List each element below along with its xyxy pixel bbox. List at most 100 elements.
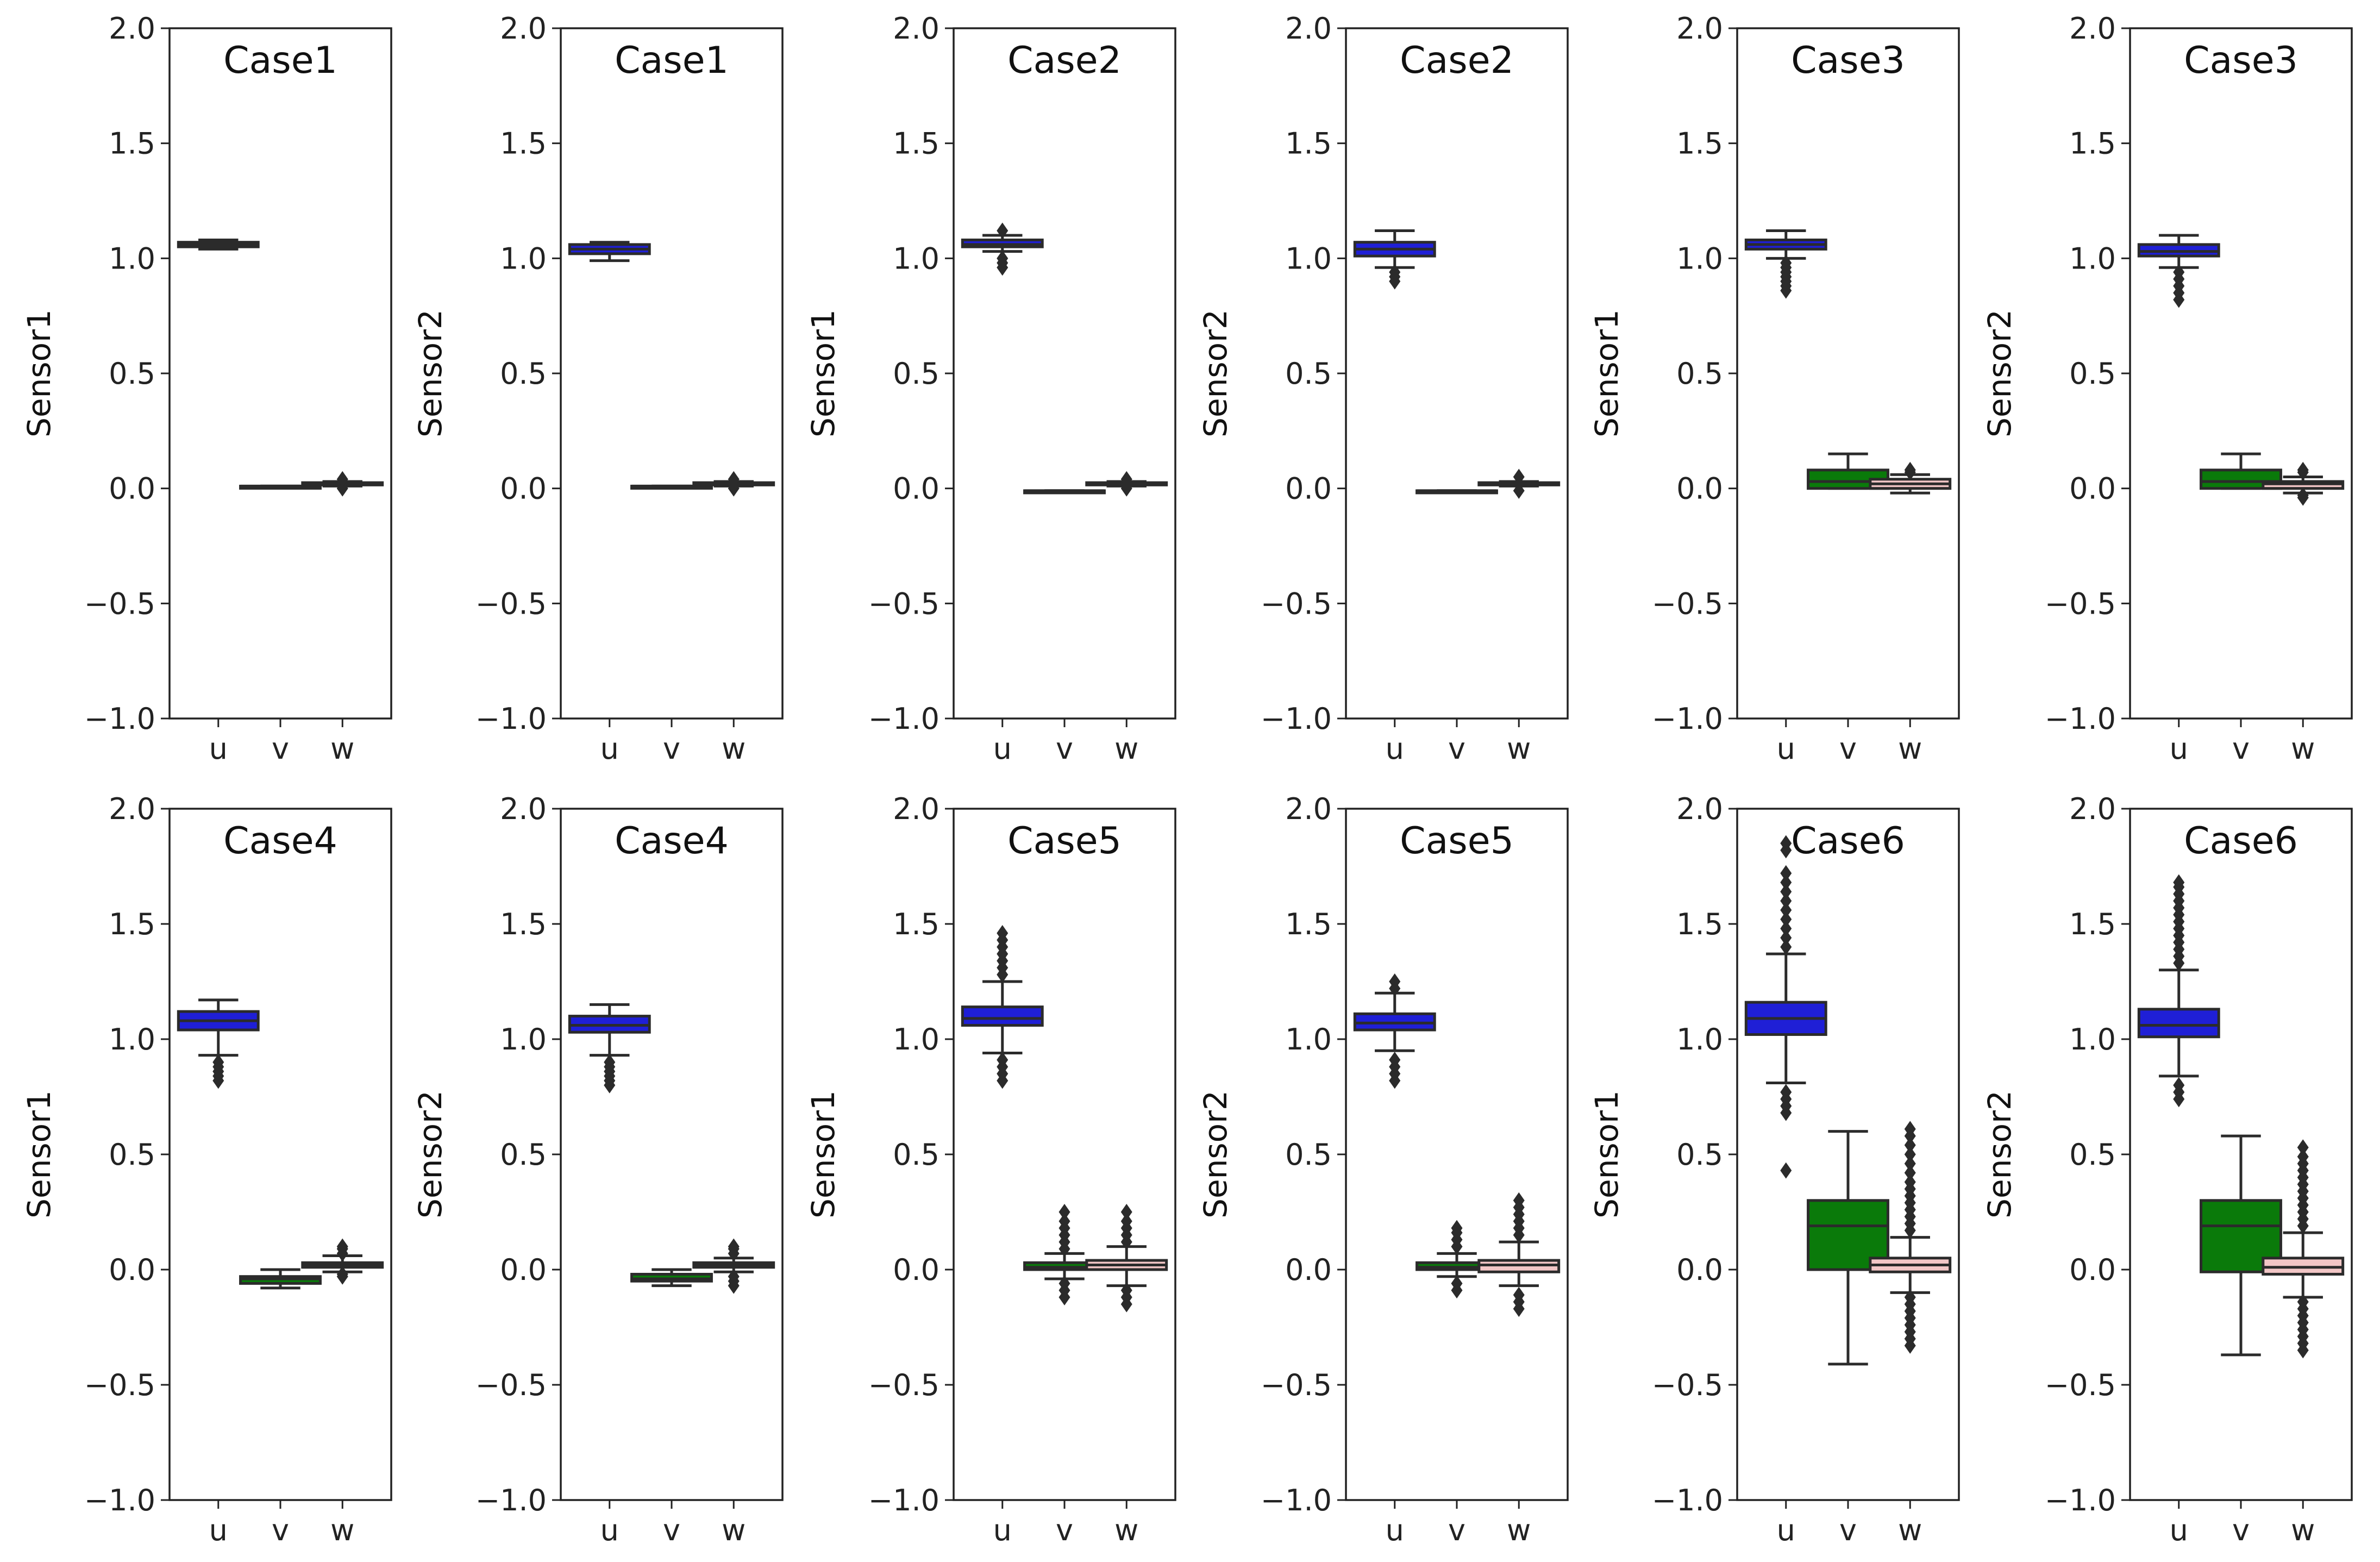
outlier-point — [1389, 264, 1401, 280]
x-tick-label: u — [209, 1513, 228, 1547]
box-u — [961, 924, 1044, 1089]
plot-frame — [168, 808, 392, 1501]
y-tick-label: −1.0 — [2045, 1483, 2116, 1517]
y-tick-label: 1.5 — [2069, 127, 2116, 161]
outlier-point — [1120, 480, 1132, 497]
outlier-point — [604, 1054, 616, 1071]
y-tick-label: −1.0 — [2045, 702, 2116, 736]
y-tick-label: 0.5 — [500, 1138, 547, 1172]
outlier-point — [1120, 1213, 1132, 1229]
box-v — [630, 484, 713, 490]
outlier-point — [997, 250, 1009, 267]
y-tick-label: −1.0 — [475, 702, 547, 736]
box-v — [1807, 1130, 1889, 1366]
y-tick-label: 1.0 — [893, 241, 940, 276]
subplot-title: Case2 — [1400, 39, 1514, 82]
outlier-point — [1904, 1155, 1916, 1172]
outlier-point — [1904, 1164, 1916, 1181]
outlier-point — [997, 222, 1009, 239]
outlier-point — [1904, 1173, 1916, 1190]
subplot-title: Case5 — [1400, 820, 1514, 863]
box-u — [177, 238, 260, 251]
y-tick-label: −1.0 — [868, 702, 940, 736]
x-tick-label: v — [1448, 1513, 1465, 1547]
plot-frame — [953, 27, 1176, 720]
y-tick-label: 0.5 — [1285, 357, 1332, 391]
y-tick-label: −1.0 — [1652, 702, 1723, 736]
y-tick-label: 0.5 — [893, 357, 940, 391]
outlier-point — [1451, 1275, 1463, 1292]
box-v — [1023, 489, 1106, 495]
box-v — [239, 1268, 322, 1290]
plot-frame — [1736, 27, 1960, 720]
outlier-point — [1059, 1213, 1070, 1229]
outlier-point — [997, 924, 1009, 941]
y-tick-label: −0.5 — [84, 1368, 155, 1402]
y-tick-label: 1.0 — [2069, 1022, 2116, 1057]
outlier-point — [336, 480, 348, 497]
x-tick-label: v — [272, 732, 289, 766]
x-tick-label: u — [2170, 1513, 2188, 1547]
y-tick-label: −0.5 — [1652, 1368, 1723, 1402]
outlier-point — [1904, 461, 1916, 478]
outlier-point — [1059, 1275, 1070, 1292]
outlier-point — [212, 1054, 224, 1071]
y-tick-label: −0.5 — [1261, 586, 1332, 621]
y-tick-label: 0.0 — [109, 1253, 155, 1287]
y-axis-label: Sensor2 — [1981, 1090, 2018, 1219]
x-tick-label: v — [663, 1513, 680, 1547]
x-tick-label: v — [1839, 1513, 1857, 1547]
outlier-point — [336, 1266, 348, 1283]
outlier-point — [1780, 1162, 1792, 1179]
subplot-title: Case1 — [615, 39, 729, 82]
outlier-point — [336, 471, 348, 488]
y-tick-label: −0.5 — [2045, 586, 2116, 621]
outlier-point — [1780, 835, 1792, 852]
y-tick-label: 1.0 — [500, 241, 547, 276]
subplot-title: Case6 — [1791, 820, 1905, 863]
x-tick-label: w — [330, 1513, 354, 1547]
outlier-point — [2173, 264, 2185, 280]
outlier-point — [728, 480, 740, 497]
outlier-point — [1780, 883, 1792, 900]
outlier-point — [2297, 1139, 2309, 1156]
y-axis-label: Sensor1 — [1588, 309, 1625, 438]
plot-frame — [2129, 27, 2353, 720]
x-tick-label: v — [1056, 732, 1073, 766]
y-tick-label: 1.0 — [109, 241, 155, 276]
y-tick-label: 0.5 — [2069, 357, 2116, 391]
y-tick-label: 0.5 — [109, 357, 155, 391]
x-tick-label: u — [1777, 1513, 1795, 1547]
y-axis-label: Sensor2 — [1197, 1090, 1234, 1219]
box-w — [692, 471, 775, 497]
subplot-9: 2.0 1.5 1.0 0.5 0.0 −0.5 −1.0 Sensor1 u v w Case5 — [805, 792, 1176, 1547]
y-tick-label: 0.5 — [893, 1138, 940, 1172]
outlier-point — [1780, 929, 1792, 946]
subplot-7: 2.0 1.5 1.0 0.5 0.0 −0.5 −1.0 Sensor1 u v w Case4 — [21, 792, 392, 1547]
box-u — [1744, 229, 1827, 299]
y-tick-label: 0.5 — [2069, 1138, 2116, 1172]
box-u — [568, 241, 651, 263]
outlier-point — [1513, 1286, 1525, 1303]
x-tick-label: w — [1898, 1513, 1922, 1547]
plot-frame — [168, 27, 392, 720]
subplot-3: 2.0 1.5 1.0 0.5 0.0 −0.5 −1.0 Sensor1 u v w Case2 — [805, 11, 1176, 766]
y-axis-label: Sensor2 — [412, 1090, 449, 1219]
y-tick-label: −1.0 — [84, 702, 155, 736]
y-axis-label: Sensor1 — [805, 1090, 842, 1219]
x-tick-label: w — [1114, 1513, 1138, 1547]
box-w — [301, 1238, 384, 1285]
outlier-point — [1389, 1052, 1401, 1069]
y-tick-label: 2.0 — [893, 792, 940, 826]
y-tick-label: 1.5 — [500, 127, 547, 161]
subplot-11: 2.0 1.5 1.0 0.5 0.0 −0.5 −1.0 Sensor1 u v w Case6 — [1588, 792, 1960, 1547]
y-tick-label: 0.0 — [500, 1253, 547, 1287]
y-tick-label: 0.5 — [500, 357, 547, 391]
y-axis-label: Sensor1 — [21, 309, 58, 438]
x-tick-label: u — [993, 732, 1012, 766]
outlier-point — [1451, 1220, 1463, 1236]
y-tick-label: −1.0 — [475, 1483, 547, 1517]
y-tick-label: 1.5 — [109, 907, 155, 941]
box-u — [1353, 973, 1436, 1089]
